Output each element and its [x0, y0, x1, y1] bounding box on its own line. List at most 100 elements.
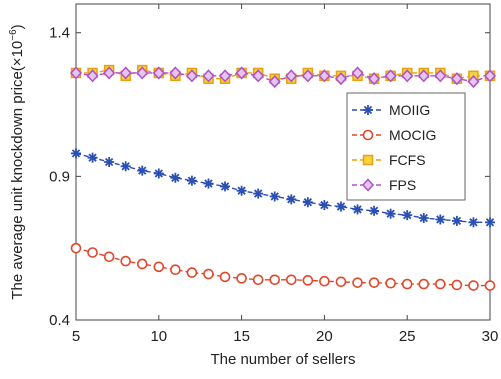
legend-item: MOCIG: [352, 127, 436, 143]
data-point: [451, 215, 462, 226]
data-point: [236, 185, 247, 196]
data-point: [153, 168, 164, 179]
data-point: [484, 280, 496, 291]
data-point: [385, 208, 396, 219]
data-point: [220, 181, 231, 192]
legend-marker: [362, 129, 374, 141]
y-tick-label: 0.9: [49, 168, 70, 185]
data-point: [368, 277, 380, 288]
data-point: [137, 165, 148, 176]
data-point: [185, 69, 198, 83]
data-point: [352, 204, 363, 215]
data-point: [203, 178, 214, 189]
legend-label: MOIIG: [389, 102, 430, 118]
data-point: [71, 148, 81, 159]
data-point: [269, 274, 281, 286]
legend-item: FCFS: [352, 152, 426, 168]
y-tick-label: 1.4: [49, 25, 70, 42]
legend-label: MOCIG: [389, 127, 436, 143]
data-point: [285, 274, 297, 286]
data-point: [335, 276, 347, 288]
data-point: [335, 201, 346, 212]
data-point: [483, 69, 497, 83]
data-point: [268, 74, 281, 89]
data-point: [70, 242, 82, 254]
data-point: [302, 275, 314, 286]
data-point: [86, 69, 99, 83]
data-point: [252, 274, 264, 286]
data-point: [169, 66, 182, 80]
data-point: [202, 69, 215, 83]
data-point: [120, 255, 131, 267]
data-point: [87, 247, 98, 258]
legend-label: FCFS: [389, 152, 426, 168]
data-point: [235, 66, 248, 80]
x-tick-label: 20: [316, 328, 333, 345]
legend-item: MOIIG: [352, 102, 430, 118]
data-point: [252, 69, 265, 83]
data-point: [450, 72, 463, 86]
data-point: [402, 210, 413, 221]
data-point: [69, 66, 83, 80]
data-point: [301, 69, 314, 83]
data-point: [186, 175, 197, 186]
legend-marker: [361, 178, 375, 192]
data-point: [351, 66, 364, 80]
data-point: [368, 72, 381, 86]
data-point: [170, 172, 181, 183]
data-point: [319, 200, 330, 211]
data-point: [87, 152, 98, 163]
data-point: [253, 188, 264, 199]
data-point: [219, 271, 231, 283]
legend-item: FPS: [352, 177, 416, 193]
data-point: [236, 273, 247, 284]
data-point: [485, 217, 495, 228]
data-point: [434, 69, 447, 83]
data-point: [103, 251, 115, 263]
data-point: [119, 66, 132, 80]
y-axis-label-exponent: −6: [8, 29, 19, 41]
x-tick-label: 30: [482, 328, 499, 345]
axis-ticks: 5 10 15 20 25 30 0.4 0.9 1.4: [49, 4, 498, 345]
data-point: [435, 214, 446, 225]
data-point: [334, 72, 347, 86]
y-axis-label-text: The average unit knockdown price(×10: [9, 41, 26, 300]
data-point: [219, 69, 232, 83]
x-tick-label: 5: [72, 328, 80, 345]
data-point: [468, 280, 479, 291]
x-tick-label: 10: [150, 328, 167, 345]
data-point: [203, 268, 214, 280]
data-point: [103, 66, 116, 80]
data-point: [136, 258, 148, 270]
data-point: [385, 277, 396, 289]
data-point: [286, 194, 297, 205]
data-point: [269, 191, 280, 202]
x-axis-label: The number of sellers: [210, 351, 355, 368]
data-point: [369, 205, 380, 216]
legend-marker: [363, 105, 373, 115]
data-point: [318, 69, 331, 83]
legend-label: FPS: [389, 177, 416, 193]
series-moiig: [71, 148, 495, 228]
series-line: [75, 72, 491, 83]
data-point: [104, 157, 115, 167]
data-point: [435, 278, 446, 290]
y-axis-label-close: ): [9, 24, 26, 29]
data-point: [467, 74, 480, 89]
series-group: [69, 64, 497, 291]
y-axis-label: The average unit knockdown price(×10−6): [8, 24, 26, 299]
legend: MOIIG MOCIG FCFS FPS: [346, 92, 466, 201]
data-point: [170, 264, 181, 276]
data-point: [384, 69, 397, 83]
series-fps: [69, 66, 497, 89]
data-point: [451, 279, 463, 291]
data-point: [401, 278, 413, 290]
data-point: [285, 69, 298, 83]
data-point: [302, 197, 313, 208]
data-point: [136, 66, 149, 80]
legend-marker: [362, 154, 374, 166]
x-tick-label: 15: [233, 328, 250, 345]
data-point: [401, 69, 414, 83]
data-point: [186, 267, 198, 278]
